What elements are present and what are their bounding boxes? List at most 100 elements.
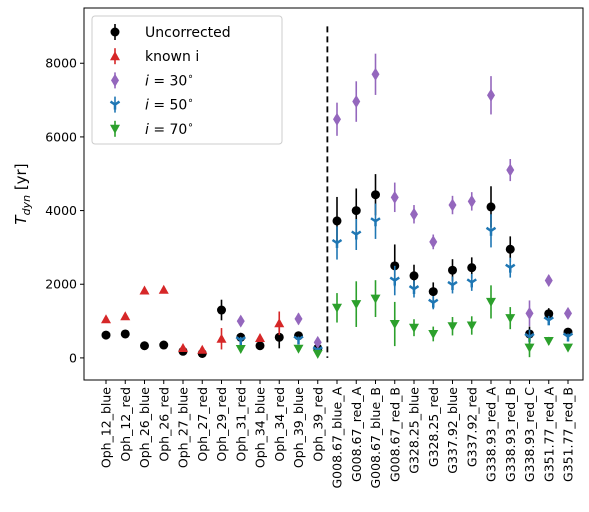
data-point [371, 190, 380, 200]
data-point [274, 332, 284, 342]
data-point [409, 323, 419, 333]
legend-label: Uncorrected [145, 25, 231, 41]
data-point [428, 329, 439, 339]
data-point [544, 309, 554, 319]
series-0 [101, 174, 573, 358]
x-tick-label: G337.92_red [464, 387, 479, 467]
x-tick-label: Oph_39_blue [291, 387, 306, 468]
y-tick-label: 8000 [45, 56, 77, 71]
legend-item: i = 50∘ [109, 96, 194, 114]
data-point [543, 316, 554, 326]
data-point [447, 280, 458, 290]
data-point [505, 244, 515, 254]
data-point [293, 344, 304, 354]
data-point [370, 294, 381, 304]
data-point [274, 318, 285, 328]
x-tick-label: Oph_27_blue [176, 387, 191, 468]
x-tick-label: G351.77_red_B [561, 387, 576, 482]
data-point [101, 330, 111, 340]
data-point [333, 112, 341, 126]
x-tick-label: G328.25_red [426, 387, 441, 467]
x-tick-label: G338.93_red_A [484, 387, 499, 482]
x-tick-label: Oph_27_red [195, 387, 210, 462]
series-3 [235, 203, 574, 356]
data-point [390, 190, 399, 204]
data-point [351, 206, 361, 216]
data-point [332, 303, 342, 313]
data-point [467, 194, 476, 208]
data-point [140, 341, 149, 351]
x-tick-label: Oph_31_red [233, 387, 248, 462]
x-tick-label: G008.67_red_A [349, 387, 364, 482]
data-point [370, 217, 381, 227]
x-tick-label: Oph_34_red [272, 387, 287, 462]
data-point [524, 343, 535, 353]
data-point [389, 320, 400, 330]
x-tick-label: Oph_12_blue [99, 387, 114, 468]
data-point [120, 329, 130, 339]
x-tick-label: G328.25_blue [407, 387, 422, 474]
data-point [139, 285, 150, 295]
data-point [544, 274, 553, 288]
data-point [428, 298, 439, 308]
y-tick-label: 4000 [45, 203, 77, 218]
legend-item: Uncorrected [110, 24, 231, 41]
data-point [487, 88, 495, 102]
y-axis-label: Tdyn [yr] [12, 163, 33, 224]
x-tick-label: Oph_26_blue [137, 387, 152, 468]
data-point [158, 284, 169, 294]
data-point [255, 341, 265, 351]
data-point [371, 67, 380, 81]
data-point [410, 207, 418, 221]
plot-frame [83, 7, 584, 381]
y-tick-label: 2000 [45, 277, 77, 292]
x-tick-label: Oph_39_red [310, 387, 325, 462]
legend-marker [110, 124, 120, 134]
data-point [505, 263, 516, 273]
x-tick-label: Oph_34_blue [253, 387, 268, 468]
legend-marker [111, 73, 119, 87]
x-tick-label: Oph_12_red [118, 387, 133, 462]
x-tick-label: G337.92_blue [445, 387, 460, 474]
x-tick-label: Oph_29_red [214, 387, 229, 462]
data-point [389, 276, 400, 286]
y-tick-label: 6000 [45, 129, 77, 144]
data-point [331, 238, 343, 248]
legend-label: i = 50∘ [145, 96, 194, 114]
x-tick-label: G008.67_red_B [387, 387, 402, 482]
data-point [467, 263, 477, 273]
series-4 [235, 280, 573, 359]
data-point [485, 226, 497, 236]
data-point [351, 300, 362, 310]
data-point [466, 278, 477, 288]
legend-item: known i [110, 48, 199, 65]
data-point [236, 314, 245, 328]
x-tick-label: G351.77_red_A [541, 387, 556, 482]
data-point [352, 95, 361, 109]
series-1 [101, 284, 285, 354]
data-point [332, 216, 342, 226]
data-point [235, 345, 246, 355]
data-point [120, 311, 131, 321]
data-point [563, 343, 573, 353]
data-point [409, 271, 419, 281]
data-point [429, 235, 438, 249]
data-point [293, 335, 304, 345]
data-point [505, 314, 516, 324]
data-point [216, 333, 227, 343]
data-point [466, 321, 477, 331]
x-tick-label: G008.67_blue_B [368, 387, 383, 489]
legend-label: i = 70∘ [145, 120, 194, 138]
data-point [312, 349, 323, 359]
data-point [428, 287, 438, 297]
data-point [408, 284, 420, 295]
x-tick-label: G008.67_blue_A [330, 387, 345, 489]
legend-box [91, 15, 283, 145]
y-tick-label: 0 [69, 350, 77, 365]
x-tick-label: G338.93_red_B [503, 387, 518, 482]
data-point [525, 306, 534, 320]
legend-item: i = 70∘ [110, 120, 194, 138]
data-point [486, 297, 496, 307]
data-point [235, 336, 246, 346]
